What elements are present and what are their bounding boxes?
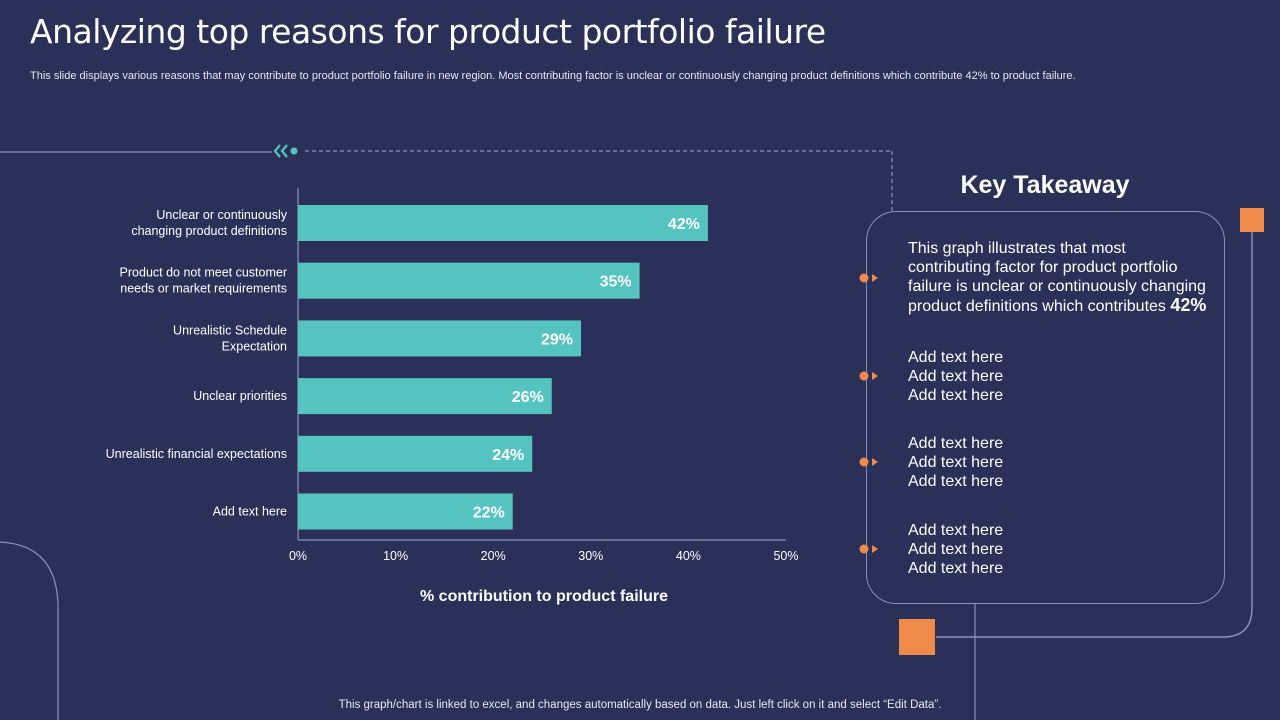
takeaway-highlight: 42% xyxy=(1170,295,1207,315)
key-takeaway-heading: Key Takeaway xyxy=(960,171,1130,199)
category-label: Add text here xyxy=(213,505,287,519)
takeaway-line: Add text here xyxy=(908,454,1004,471)
category-label: needs or market requirements xyxy=(120,282,287,296)
takeaway-item-2: Add text here Add text here Add text her… xyxy=(908,434,1003,491)
takeaway-line: Add text here xyxy=(908,368,1004,385)
orange-square-top xyxy=(1240,208,1264,232)
bar xyxy=(298,205,708,241)
bar-value-label: 24% xyxy=(492,447,524,464)
bar xyxy=(298,320,582,357)
bullet-arrow-icon xyxy=(859,371,878,381)
bar xyxy=(298,378,552,415)
bullet-arrow-icon xyxy=(859,544,878,554)
takeaway-item-3: Add text here Add text here Add text her… xyxy=(908,521,1003,578)
x-tick-label: 0% xyxy=(289,549,307,563)
x-tick-label: 20% xyxy=(481,549,506,563)
bar-value-label: 42% xyxy=(668,216,700,233)
category-label: Expectation xyxy=(222,339,287,353)
key-takeaway-box xyxy=(866,211,1225,604)
bar xyxy=(298,435,533,472)
takeaway-item-1: Add text here Add text here Add text her… xyxy=(908,348,1003,405)
page-title: Analyzing top reasons for product portfo… xyxy=(30,12,826,51)
double-chevron-icon xyxy=(273,144,288,158)
takeaway-line: Add text here xyxy=(908,435,1004,452)
dot-icon xyxy=(290,147,298,155)
bullet-arrow-icon xyxy=(859,273,878,283)
category-label: changing product definitions xyxy=(131,224,287,238)
bar-value-label: 22% xyxy=(473,505,505,522)
takeaway-line: Add text here xyxy=(908,349,1004,366)
category-label: Unrealistic Schedule xyxy=(173,323,287,337)
takeaway-line: Add text here xyxy=(908,387,1004,404)
category-label: Unclear priorities xyxy=(193,389,287,403)
bar-value-label: 26% xyxy=(512,389,544,406)
x-tick-label: 30% xyxy=(578,549,603,563)
x-tick-label: 50% xyxy=(773,549,798,563)
bullet-arrow-icon xyxy=(859,457,878,467)
takeaway-line: Add text here xyxy=(908,473,1004,490)
x-tick-label: 40% xyxy=(676,549,701,563)
bar-value-label: 35% xyxy=(600,274,632,291)
category-label: Unclear or continuously xyxy=(156,208,287,222)
takeaway-line: Add text here xyxy=(908,522,1004,539)
category-label: Unrealistic financial expectations xyxy=(106,447,287,461)
bar xyxy=(298,493,513,530)
orange-square-bottom xyxy=(899,619,935,655)
page-subtitle: This slide displays various reasons that… xyxy=(30,70,1076,82)
takeaway-line: Add text here xyxy=(908,560,1004,577)
x-axis-title: % contribution to product failure xyxy=(420,588,668,605)
footer-note: This graph/chart is linked to excel, and… xyxy=(338,699,942,711)
takeaway-main-text: This graph illustrates that most contrib… xyxy=(908,239,1213,316)
takeaway-line: Add text here xyxy=(908,541,1004,558)
takeaway-main-copy: This graph illustrates that most contrib… xyxy=(908,240,1206,315)
x-tick-label: 10% xyxy=(383,549,408,563)
category-label: Product do not meet customer xyxy=(120,266,287,280)
bar-value-label: 29% xyxy=(541,331,573,348)
bar xyxy=(298,262,640,299)
